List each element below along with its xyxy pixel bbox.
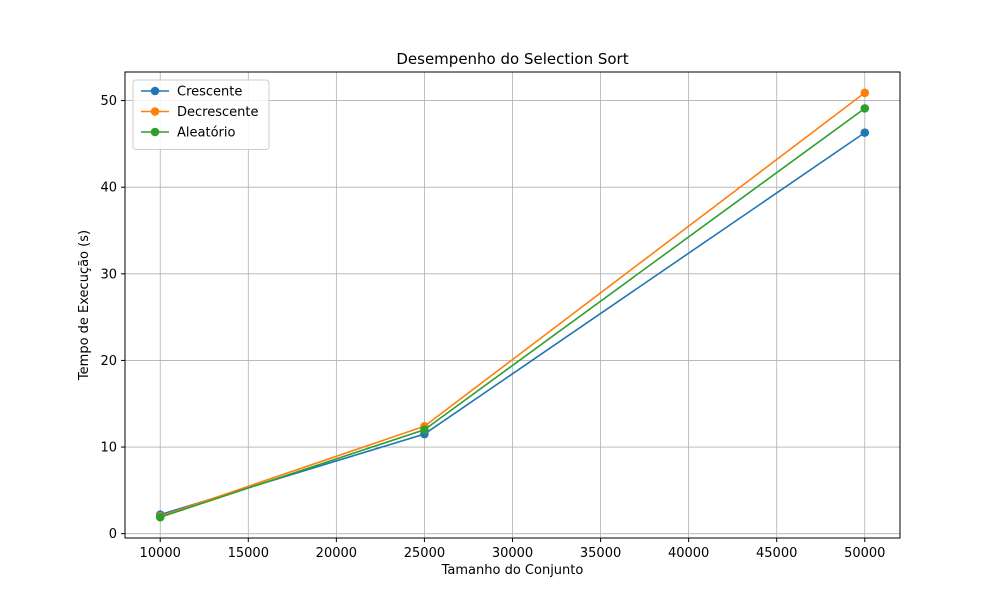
x-tick-label: 40000 (668, 546, 709, 561)
legend-item: Decrescente (141, 105, 258, 120)
y-tick-label: 10 (100, 441, 117, 456)
x-tick-label: 30000 (492, 546, 533, 561)
x-tick-label: 45000 (756, 546, 797, 561)
legend-item: Crescente (141, 85, 242, 100)
y-tick-label: 50 (100, 94, 117, 109)
legend-label: Crescente (177, 85, 242, 100)
data-point (155, 512, 165, 522)
legend-marker (150, 107, 160, 116)
x-axis-label: Tamanho do Conjunto (441, 563, 584, 578)
ticks: 10000 15000 20000 25000 30000 35000 40000 45000… (100, 94, 885, 561)
y-axis-label: Tempo de Execução (s) (77, 230, 92, 381)
x-tick-label: 15000 (228, 546, 269, 561)
y-tick-label: 0 (109, 527, 117, 542)
legend: Crescente Decrescente Aleatório (132, 79, 270, 150)
legend-label: Decrescente (177, 105, 258, 120)
y-tick-label: 20 (100, 354, 117, 369)
chart-title: Desempenho do Selection Sort (396, 50, 628, 68)
x-tick-label: 20000 (316, 546, 357, 561)
data-point (860, 88, 870, 98)
series-3 (155, 104, 870, 522)
data-point (860, 104, 870, 113)
x-tick-label: 50000 (844, 546, 885, 561)
series-layer (155, 88, 870, 522)
y-tick-label: 40 (100, 181, 117, 196)
legend-marker (150, 127, 160, 137)
data-point (860, 128, 870, 137)
grid (125, 72, 900, 538)
y-tick-label: 30 (100, 267, 117, 282)
x-tick-label: 35000 (580, 546, 621, 561)
data-point (420, 425, 429, 435)
legend-marker (150, 86, 160, 96)
legend-label: Aleatório (177, 126, 235, 141)
legend-item: Aleatório (141, 126, 235, 141)
x-tick-label: 25000 (404, 546, 445, 561)
x-tick-label: 10000 (140, 546, 181, 561)
